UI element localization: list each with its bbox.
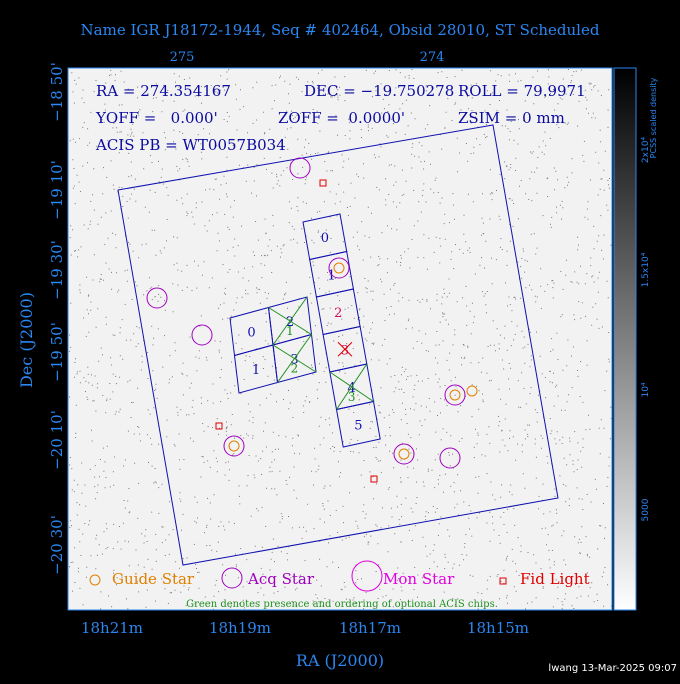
top-tick-label: 274: [420, 50, 445, 65]
bottom-tick-label: 18h19m: [209, 619, 271, 637]
legend-label: Mon Star: [383, 570, 455, 588]
colorbar-tick-label: 10⁴: [641, 382, 651, 397]
info-dec: DEC = −19.750278: [304, 82, 454, 100]
note: Green denotes presence and ordering of o…: [186, 599, 498, 610]
legend-label: Guide Star: [112, 570, 195, 588]
optional-chip-label: 1: [286, 324, 294, 338]
bottom-tick-label: 18h21m: [81, 619, 143, 637]
optional-chip-cross: [272, 296, 308, 346]
left-tick-label: −19 50': [48, 322, 66, 382]
colorbar-tick-label: 1.5x10⁴: [641, 252, 651, 287]
field-of-view: [117, 124, 559, 566]
colorbar-label: PCSS scaled density: [649, 77, 658, 158]
optional-chip-label: 2: [291, 362, 299, 376]
chip-label: 2: [334, 306, 342, 321]
chip-label: 2: [286, 315, 294, 330]
left-tick-label: −19 30': [48, 240, 66, 300]
colorbar: [613, 67, 637, 611]
plot-frame: [67, 67, 613, 611]
title: Name IGR J18172-1944, Seq # 402464, Obsi…: [81, 21, 600, 39]
bottom-tick-label: 18h17m: [339, 619, 401, 637]
left-tick-label: −20 30': [48, 515, 66, 575]
legend: [89, 560, 507, 592]
left-tick-label: −19 10': [48, 160, 66, 220]
optional-chip-cross: [336, 363, 368, 410]
chip-label: 0: [321, 231, 329, 246]
left-tick-label: −20 10': [48, 410, 66, 470]
stars: [146, 157, 478, 483]
legend-label: Acq Star: [247, 570, 315, 588]
chip-label: 3: [290, 353, 298, 368]
chip-label: 3: [341, 343, 349, 358]
info-acis-pb: ACIS PB = WT0057B034: [95, 136, 286, 154]
chip-label: 1: [327, 268, 335, 283]
x-axis-label: RA (J2000): [296, 651, 384, 670]
top-tick-label: 275: [170, 50, 195, 65]
y-axis-label: Dec (J2000): [17, 292, 36, 388]
info-yoff: YOFF = 0.000': [95, 109, 218, 127]
left-tick-label: −18 50': [48, 62, 66, 122]
chip: [335, 400, 381, 448]
chip-label: 0: [247, 326, 255, 341]
info-zsim: ZSIM = 0 mm: [458, 109, 565, 127]
info-roll: ROLL = 79.9971: [458, 82, 586, 100]
chip-label: 1: [252, 363, 260, 378]
footer: lwang 13-Mar-2025 09:07: [548, 663, 677, 674]
legend-label: Fid Light: [520, 570, 590, 588]
bottom-tick-label: 18h15m: [467, 619, 529, 637]
colorbar-tick-label: 2x10⁴: [641, 137, 651, 164]
chip-label: 4: [348, 381, 356, 396]
info-zoff: ZOFF = 0.0000': [278, 109, 405, 127]
optional-chip-label: 3: [348, 390, 356, 404]
colorbar-tick-label: 5000: [641, 498, 651, 521]
chip-label: 5: [354, 418, 362, 433]
red-cross: [337, 341, 353, 357]
info-ra: RA = 274.354167: [96, 82, 231, 100]
optional-chip-cross: [277, 334, 312, 383]
sky-image: [68, 68, 612, 610]
